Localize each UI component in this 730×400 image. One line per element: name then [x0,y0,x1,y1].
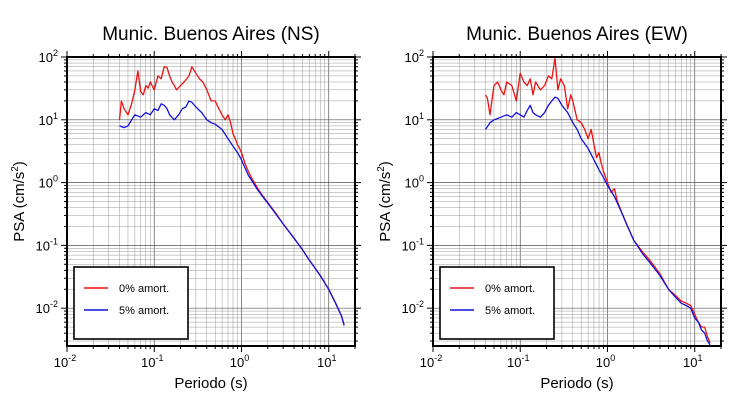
x-tick-label: 101 [317,353,336,370]
grid [66,56,356,346]
series-group [484,57,711,346]
legend-label: 5% amort. [485,305,535,317]
y-tick-label: 101 [39,111,58,128]
x-tick-label: 10-2 [54,353,76,370]
legend-label: 5% amort. [119,305,169,317]
legend: 0% amort. 5% amort. [439,266,555,340]
x-tick-label: 10-2 [420,353,442,370]
y-tick-label: 10-1 [402,236,424,253]
y-tick-label: 102 [405,48,424,65]
y-tick-label: 100 [39,174,58,191]
y-axis-label: PSA (cm/s2) [376,161,394,242]
y-tick-label: 10-2 [402,299,424,316]
x-axis-label: Periodo (s) [540,375,613,392]
x-tick-label: 100 [596,353,615,370]
x-tick-label: 10-1 [141,353,163,370]
series-line-damped [119,100,345,326]
y-tick-label: 10-1 [36,236,58,253]
legend-box [439,266,555,340]
chart-title: Munic. Buenos Aires (NS) [102,24,320,45]
x-tick-label: 100 [230,353,249,370]
y-axis-label: PSA (cm/s2) [10,161,28,242]
axis-ticks [61,51,361,352]
legend-label: 0% amort. [119,283,169,295]
legend-label: 0% amort. [485,283,535,295]
y-tick-label: 100 [405,174,424,191]
x-axis-label: Periodo (s) [174,375,247,392]
legend: 0% amort. 5% amort. [73,266,189,340]
y-tick-label: 101 [405,111,424,128]
chart-title: Munic. Buenos Aires (EW) [466,24,688,45]
axis-ticks [427,51,727,352]
series-group [118,66,345,326]
y-tick-label: 10-2 [36,299,58,316]
x-tick-label: 10-1 [507,353,529,370]
x-tick-label: 101 [683,353,702,370]
chart-panel-1: 10-2 10-1 100 101 10-2 10-1 100 101 102 Munic. Bu… [10,24,361,392]
series-line-damped [484,96,711,346]
chart-panel-2: 10-2 10-1 100 101 10-2 10-1 100 101 102 Munic. Bu… [376,24,727,392]
y-tick-label: 102 [39,48,58,65]
legend-box [73,266,189,340]
